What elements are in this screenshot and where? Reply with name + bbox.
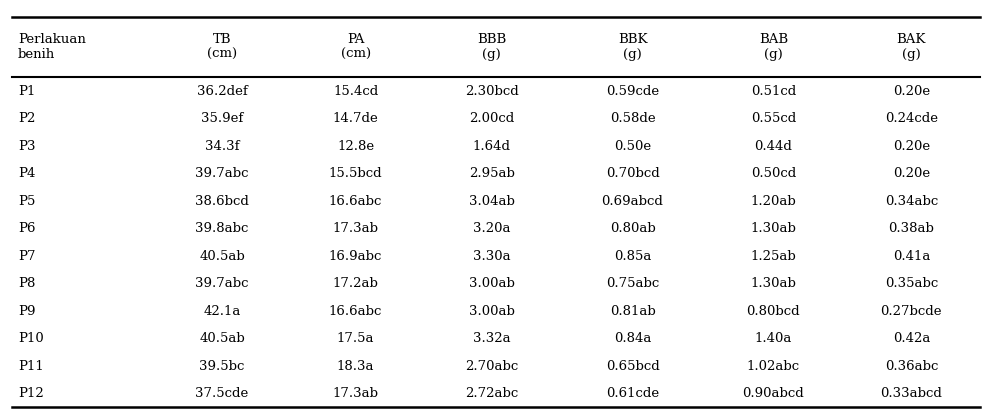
Text: 39.7abc: 39.7abc xyxy=(195,167,249,180)
Text: 0.90abcd: 0.90abcd xyxy=(743,387,805,400)
Text: 18.3a: 18.3a xyxy=(337,360,374,373)
Text: 15.4cd: 15.4cd xyxy=(333,84,378,97)
Text: 0.81ab: 0.81ab xyxy=(610,304,656,318)
Text: 0.51cd: 0.51cd xyxy=(751,84,796,97)
Text: 35.9ef: 35.9ef xyxy=(200,112,243,125)
Text: 1.40a: 1.40a xyxy=(755,332,792,345)
Text: 0.34abc: 0.34abc xyxy=(885,194,938,207)
Text: 1.02abc: 1.02abc xyxy=(747,360,800,373)
Text: P5: P5 xyxy=(18,194,36,207)
Text: P10: P10 xyxy=(18,332,44,345)
Text: 0.80ab: 0.80ab xyxy=(610,222,656,235)
Text: P7: P7 xyxy=(18,249,36,262)
Text: 0.58de: 0.58de xyxy=(610,112,656,125)
Text: 16.6abc: 16.6abc xyxy=(329,304,382,318)
Text: 39.8abc: 39.8abc xyxy=(195,222,249,235)
Text: 17.2ab: 17.2ab xyxy=(332,277,379,290)
Text: 0.27bcde: 0.27bcde xyxy=(881,304,942,318)
Text: 34.3f: 34.3f xyxy=(204,139,239,152)
Text: BBB
(g): BBB (g) xyxy=(477,33,506,61)
Text: BAB
(g): BAB (g) xyxy=(759,33,788,61)
Text: 0.80bcd: 0.80bcd xyxy=(747,304,801,318)
Text: 2.00cd: 2.00cd xyxy=(469,112,514,125)
Text: 36.2def: 36.2def xyxy=(196,84,247,97)
Text: 39.7abc: 39.7abc xyxy=(195,277,249,290)
Text: 0.20e: 0.20e xyxy=(893,167,930,180)
Text: 38.6bcd: 38.6bcd xyxy=(195,194,249,207)
Text: BAK
(g): BAK (g) xyxy=(897,33,927,61)
Text: 3.00ab: 3.00ab xyxy=(468,304,515,318)
Text: 40.5ab: 40.5ab xyxy=(199,332,245,345)
Text: Perlakuan
benih: Perlakuan benih xyxy=(18,33,85,61)
Text: 17.3ab: 17.3ab xyxy=(332,222,379,235)
Text: 2.70abc: 2.70abc xyxy=(465,360,518,373)
Text: 0.33abcd: 0.33abcd xyxy=(881,387,942,400)
Text: P1: P1 xyxy=(18,84,36,97)
Text: 0.38ab: 0.38ab xyxy=(889,222,934,235)
Text: 37.5cde: 37.5cde xyxy=(195,387,249,400)
Text: 16.9abc: 16.9abc xyxy=(329,249,382,262)
Text: 0.70bcd: 0.70bcd xyxy=(606,167,660,180)
Text: 0.24cde: 0.24cde xyxy=(885,112,937,125)
Text: 0.50e: 0.50e xyxy=(614,139,651,152)
Text: 1.30ab: 1.30ab xyxy=(751,277,797,290)
Text: 39.5bc: 39.5bc xyxy=(199,360,245,373)
Text: 14.7de: 14.7de xyxy=(332,112,379,125)
Text: P11: P11 xyxy=(18,360,44,373)
Text: P3: P3 xyxy=(18,139,36,152)
Text: 1.64d: 1.64d xyxy=(472,139,511,152)
Text: 3.20a: 3.20a xyxy=(473,222,511,235)
Text: 40.5ab: 40.5ab xyxy=(199,249,245,262)
Text: 3.04ab: 3.04ab xyxy=(468,194,515,207)
Text: 1.30ab: 1.30ab xyxy=(751,222,797,235)
Text: 15.5bcd: 15.5bcd xyxy=(328,167,383,180)
Text: 0.41a: 0.41a xyxy=(893,249,930,262)
Text: 0.35abc: 0.35abc xyxy=(885,277,938,290)
Text: 42.1a: 42.1a xyxy=(203,304,241,318)
Text: P9: P9 xyxy=(18,304,36,318)
Text: P4: P4 xyxy=(18,167,36,180)
Text: 0.20e: 0.20e xyxy=(893,139,930,152)
Text: TB
(cm): TB (cm) xyxy=(207,33,237,61)
Text: 0.36abc: 0.36abc xyxy=(885,360,938,373)
Text: P6: P6 xyxy=(18,222,36,235)
Text: 2.30bcd: 2.30bcd xyxy=(465,84,519,97)
Text: 2.72abc: 2.72abc xyxy=(465,387,518,400)
Text: 0.42a: 0.42a xyxy=(893,332,930,345)
Text: 1.25ab: 1.25ab xyxy=(751,249,797,262)
Text: P8: P8 xyxy=(18,277,36,290)
Text: 3.32a: 3.32a xyxy=(473,332,511,345)
Text: 0.65bcd: 0.65bcd xyxy=(606,360,660,373)
Text: P2: P2 xyxy=(18,112,36,125)
Text: 0.69abcd: 0.69abcd xyxy=(601,194,664,207)
Text: 0.44d: 0.44d xyxy=(755,139,793,152)
Text: 0.59cde: 0.59cde xyxy=(606,84,659,97)
Text: 1.20ab: 1.20ab xyxy=(751,194,797,207)
Text: 16.6abc: 16.6abc xyxy=(329,194,382,207)
Text: PA
(cm): PA (cm) xyxy=(340,33,371,61)
Text: 0.20e: 0.20e xyxy=(893,84,930,97)
Text: BBK
(g): BBK (g) xyxy=(618,33,647,61)
Text: 0.85a: 0.85a xyxy=(614,249,651,262)
Text: P12: P12 xyxy=(18,387,44,400)
Text: 17.3ab: 17.3ab xyxy=(332,387,379,400)
Text: 2.95ab: 2.95ab xyxy=(468,167,515,180)
Text: 12.8e: 12.8e xyxy=(337,139,374,152)
Text: 3.00ab: 3.00ab xyxy=(468,277,515,290)
Text: 0.50cd: 0.50cd xyxy=(751,167,796,180)
Text: 3.30a: 3.30a xyxy=(473,249,511,262)
Text: 0.75abc: 0.75abc xyxy=(606,277,659,290)
Text: 17.5a: 17.5a xyxy=(337,332,374,345)
Text: 0.55cd: 0.55cd xyxy=(751,112,796,125)
Text: 0.84a: 0.84a xyxy=(614,332,651,345)
Text: 0.61cde: 0.61cde xyxy=(606,387,659,400)
